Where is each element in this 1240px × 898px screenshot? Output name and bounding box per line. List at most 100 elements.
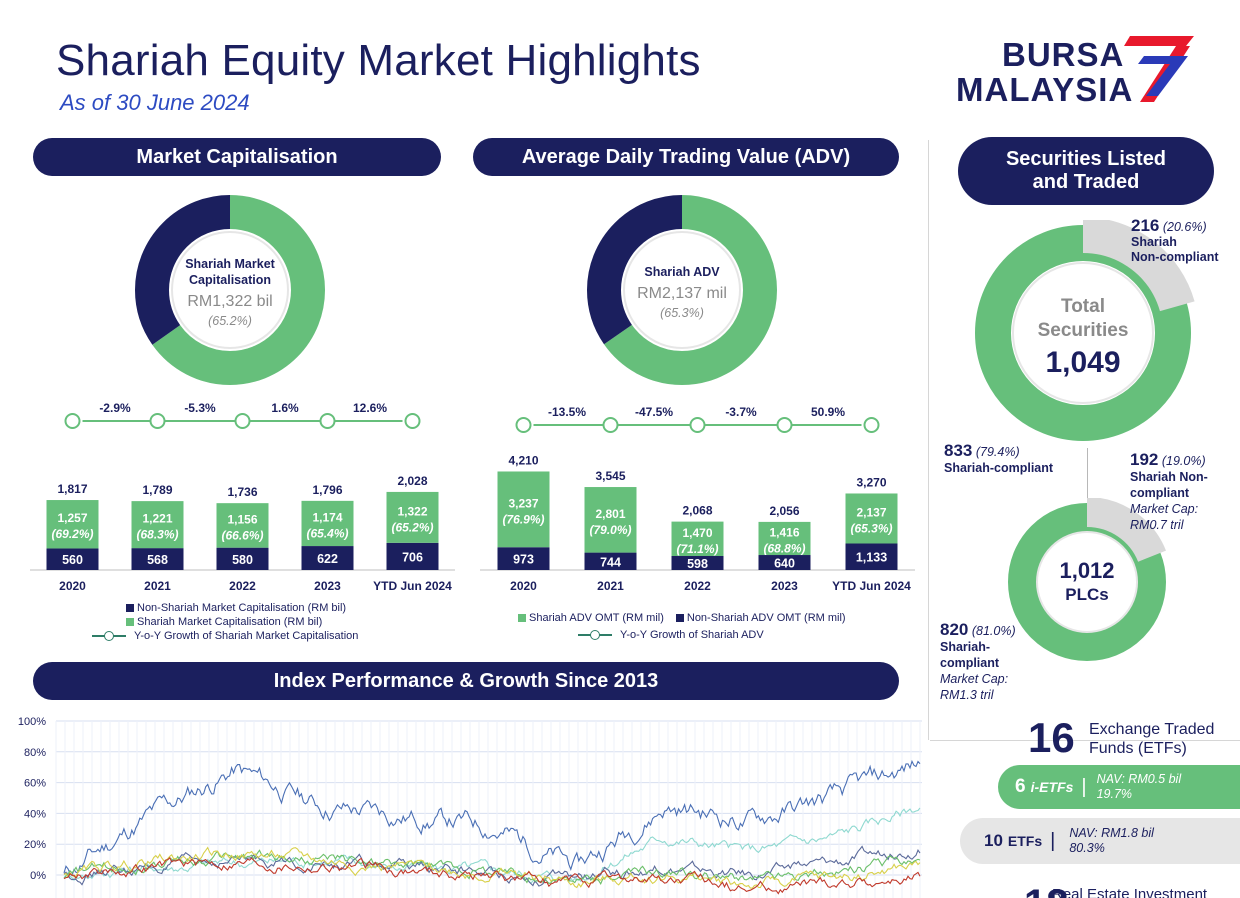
cetf-nav: NAV: RM1.8 bil	[1069, 826, 1154, 840]
growth-label: -3.7%	[725, 405, 757, 419]
legend-label: Shariah ADV OMT (RM mil)	[529, 612, 664, 624]
section-divider	[928, 140, 929, 740]
legend-label: Non-Shariah Market Capitalisation (RM bi…	[137, 602, 347, 614]
ietf-pct: 19.7%	[1096, 787, 1133, 801]
compliant-count: 833	[944, 441, 973, 460]
noncompliant-count: 216	[1131, 216, 1160, 235]
plc-value: 1,012	[1059, 558, 1114, 583]
legend-line-marker	[92, 631, 126, 641]
legend-item: Y-o-Y Growth of Shariah Market Capitalis…	[92, 630, 358, 642]
logo-text-line1: BURSA	[1002, 36, 1125, 73]
growth-marker	[602, 417, 619, 433]
market-cap-donut: Shariah Market Capitalisation RM1,322 bi…	[135, 195, 325, 385]
bar-total-label: 1,817	[57, 482, 87, 496]
adv-heading: Average Daily Trading Value (ADV)	[473, 138, 899, 176]
bar-total-label: 1,789	[142, 483, 172, 497]
growth-label: -47.5%	[635, 405, 673, 419]
growth-marker	[863, 417, 880, 433]
bar-shariah	[758, 521, 811, 556]
bar-label-non-shariah: 973	[513, 553, 534, 567]
index-series-line	[63, 856, 921, 895]
legend-swatch	[126, 604, 134, 612]
donut-label-line1: Total	[1061, 296, 1105, 317]
bar-non-shariah	[758, 555, 811, 570]
compliant-callout: 833 (79.4%) Shariah-compliant	[944, 441, 1054, 476]
index-series-line	[63, 845, 921, 887]
legend-label: Shariah Market Capitalisation (RM bil)	[137, 616, 323, 628]
y-tick-label: 0%	[30, 870, 46, 882]
growth-label: 12.6%	[353, 401, 387, 415]
growth-marker	[776, 417, 793, 433]
y-tick-label: 20%	[24, 839, 46, 851]
bar-label-shariah: 1,174	[312, 510, 342, 524]
legend-item: Non-Shariah Market Capitalisation (RM bi…	[126, 602, 346, 614]
market-cap-heading: Market Capitalisation	[33, 138, 441, 176]
growth-marker	[515, 417, 532, 433]
plc-c-count: 820	[940, 620, 969, 639]
bar-label-pct: (65.2%)	[391, 520, 433, 534]
total-securities-value: 1,049	[1045, 346, 1120, 379]
bar-shariah	[845, 493, 898, 544]
bar-label-non-shariah: 580	[232, 553, 253, 567]
bar-label-non-shariah: 640	[774, 557, 795, 571]
bar-total-label: 2,028	[397, 474, 427, 488]
bar-total-label: 2,056	[769, 504, 799, 518]
etf-label-line2: Funds (ETFs)	[1089, 740, 1187, 757]
ietf-nav: NAV: RM0.5 bil	[1096, 772, 1182, 786]
bar-shariah	[301, 500, 354, 547]
securities-heading: Securities Listed and Traded	[958, 137, 1214, 205]
bar-non-shariah	[301, 546, 354, 570]
noncompliant-label-line1: Shariah	[1131, 235, 1177, 249]
plc-c-pct: (81.0%)	[971, 624, 1016, 638]
logo-mark-icon	[1124, 36, 1194, 102]
bar-label-pct: (65.3%)	[850, 521, 892, 535]
legend-line-marker	[578, 630, 612, 640]
x-tick-label: 2023	[314, 579, 341, 593]
x-tick-label: 2022	[684, 579, 711, 593]
index-series-line	[63, 807, 921, 885]
bar-shariah	[497, 471, 550, 548]
x-tick-label: YTD Jun 2024	[373, 579, 452, 593]
donut-value: RM1,322 bil	[187, 293, 272, 310]
y-tick-label: 100%	[18, 716, 46, 728]
legend-swatch	[518, 614, 526, 622]
bar-shariah	[131, 501, 184, 549]
growth-marker	[689, 417, 706, 433]
bar-label-pct: (68.3%)	[136, 528, 178, 542]
donut-label-line2: Capitalisation	[189, 273, 271, 287]
growth-label: -13.5%	[548, 405, 586, 419]
adv-heading-text: Average Daily Trading Value (ADV)	[521, 145, 851, 168]
bar-label-non-shariah: 560	[62, 553, 83, 567]
plc-noncompliant-callout: 192 (19.0%) Shariah Non- compliant Marke…	[1130, 451, 1208, 533]
securities-heading-line1: Securities Listed	[1005, 148, 1167, 170]
plc-donut: 1,012 PLCs	[1003, 498, 1172, 667]
bar-total-label: 1,796	[312, 483, 342, 497]
bar-non-shariah	[216, 547, 269, 570]
plc-c-label-line2: compliant	[940, 656, 1000, 670]
plc-compliant-callout: 820 (81.0%) Shariah- compliant Market Ca…	[940, 620, 1016, 703]
bar-total-label: 3,545	[595, 469, 625, 483]
bar-total-label: 2,068	[682, 504, 712, 518]
market-cap-bar-chart: -2.9% -5.3% 1.6% 12.6% 560 1,257 (69.2%) 1,817 2…	[30, 401, 455, 593]
bar-label-shariah: 1,257	[57, 511, 87, 525]
compliant-label: Shariah-compliant	[944, 461, 1054, 475]
plc-nc-cap-line2: RM0.7 tril	[1130, 518, 1184, 532]
plc-nc-cap-line1: Market Cap:	[1130, 502, 1199, 516]
bar-non-shariah	[386, 542, 439, 570]
x-tick-label: 2023	[771, 579, 798, 593]
donut-label: Shariah ADV	[644, 265, 720, 279]
donut-slice-non-shariah	[587, 195, 777, 385]
growth-marker	[64, 413, 81, 429]
growth-marker	[234, 413, 251, 429]
x-tick-label: 2022	[229, 579, 256, 593]
etf-count: 16	[1028, 714, 1075, 761]
reit-row: 18 Real Estate Investment	[1000, 880, 1240, 898]
bar-label-pct: (65.4%)	[306, 526, 348, 540]
y-tick-label: 80%	[24, 747, 46, 759]
legend-item: Y-o-Y Growth of Shariah ADV	[578, 629, 764, 641]
index-heading: Index Performance & Growth Since 2013	[33, 662, 899, 700]
bar-non-shariah	[584, 552, 637, 570]
bar-label-non-shariah: 568	[147, 553, 168, 567]
total-securities-donut: Total Securities 1,049	[970, 220, 1199, 449]
legend-label: Non-Shariah ADV OMT (RM mil)	[686, 612, 846, 624]
